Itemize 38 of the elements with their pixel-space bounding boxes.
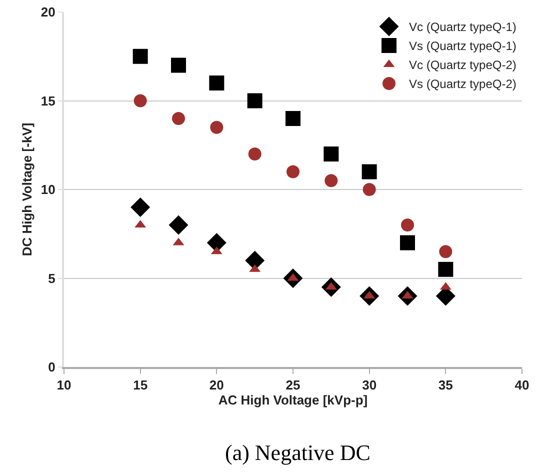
point [171, 58, 186, 73]
point [134, 94, 147, 108]
x-tick-label: 35 [438, 378, 453, 393]
y-tick-label: 10 [40, 182, 56, 198]
x-tick-label: 15 [133, 378, 148, 393]
x-tick-label: 40 [514, 378, 530, 393]
y-tick-label: 15 [40, 93, 56, 108]
point [209, 76, 224, 90]
point [362, 183, 376, 196]
legend-label: Vc (Quartz typeQ-2) [409, 58, 516, 72]
x-tick-label: 20 [209, 378, 224, 393]
y-axis-title: DC High Voltage [-kV] [19, 122, 34, 256]
x-axis-title: AC High Voltage [kVp-p] [218, 392, 368, 408]
point [132, 48, 148, 64]
point [400, 235, 415, 250]
point [130, 198, 150, 217]
point [210, 120, 224, 134]
point [168, 215, 188, 235]
point [247, 93, 262, 108]
point [438, 262, 454, 277]
point [248, 148, 262, 160]
y-tick-label: 5 [48, 270, 56, 286]
point [324, 174, 338, 188]
point [324, 146, 339, 162]
point [286, 165, 300, 178]
y-tick-label: 0 [48, 360, 56, 375]
point [286, 111, 300, 126]
x-tick-label: 30 [362, 378, 377, 393]
point [401, 218, 414, 232]
legend-label: Vc (Quartz typeQ-1) [409, 20, 516, 34]
point [172, 112, 185, 125]
y-tick-label: 20 [40, 4, 56, 20]
point [439, 245, 452, 258]
legend-label: Vs (Quartz typeQ-2) [409, 77, 516, 92]
text: (a) Negative DC [225, 440, 370, 465]
point [362, 164, 377, 180]
x-tick-label: 25 [286, 378, 300, 393]
legend-label: Vs (Quartz typeQ-1) [409, 39, 516, 54]
